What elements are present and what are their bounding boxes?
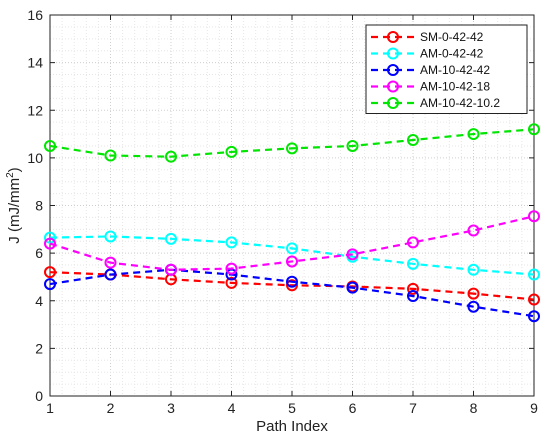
data-point-marker [225,145,238,158]
data-series [44,123,540,323]
data-point-marker [104,256,117,269]
legend-marker [387,47,399,60]
data-point-marker [407,257,419,270]
data-point-marker [528,123,540,136]
legend-marker [387,64,399,76]
y-tick-label: 4 [35,293,43,309]
legend-marker [387,80,399,93]
x-tick-label: 7 [409,400,417,416]
y-tick-label: 6 [35,245,43,261]
series-line [49,271,535,301]
legend-item: AM-0-42-42 [371,47,484,61]
series-line [49,268,535,318]
series-AM-0-42-42 [44,230,540,281]
legend-item: AM-10-42-42 [371,63,490,77]
legend-label: AM-10-42-42 [420,63,490,77]
data-point-marker [286,242,298,255]
data-point-marker [165,263,177,276]
y-axis-title-close: ) [6,167,23,172]
x-tick-label: 5 [288,400,296,416]
legend-label: AM-10-42-10.2 [420,96,500,110]
x-tick-label: 6 [349,400,357,416]
legend-label: SM-0-42-42 [420,30,484,44]
data-point-marker [346,281,359,294]
y-axis-title: J (mJ/mm2) [5,167,23,243]
data-point-marker [44,139,56,152]
series-line [49,128,535,158]
data-point-marker [286,142,298,155]
legend-marker [387,97,399,109]
data-point-marker [104,149,117,162]
data-point-marker [44,237,56,250]
data-point-marker [225,276,238,289]
data-point-marker [44,278,56,291]
legend-item: AM-10-42-10.2 [371,96,500,110]
data-point-marker [104,230,117,243]
data-point-marker [346,139,359,152]
x-tick-label: 1 [46,400,54,416]
legend-label: AM-0-42-42 [420,47,484,61]
data-point-marker [286,255,298,268]
data-point-marker [286,275,298,288]
y-tick-label: 2 [35,340,43,356]
data-point-marker [44,231,56,244]
y-tick-label: 10 [27,150,43,166]
data-point-marker [528,210,540,223]
x-tick-label: 9 [530,400,538,416]
y-axis-title-superscript: 2 [5,172,16,178]
data-point-marker [104,268,117,281]
data-point-marker [528,268,540,281]
legend-label: AM-10-42-18 [420,80,490,94]
x-tick-label: 2 [107,400,115,416]
y-tick-label: 16 [27,7,43,23]
y-axis-title-main: J (mJ/mm [6,178,23,244]
data-point-marker [225,236,238,249]
data-point-marker [407,282,419,295]
series-line [49,235,535,276]
data-point-marker [407,289,419,302]
data-point-marker [407,236,419,249]
y-tick-label: 12 [27,102,43,118]
data-point-marker [528,310,540,323]
data-point-marker [467,224,480,237]
legend: SM-0-42-42 AM-0-42-42 AM-10-42-42 AM-10-42-… [365,24,528,114]
data-point-marker [225,262,238,275]
data-point-marker [346,248,359,261]
data-point-marker [286,279,298,292]
data-point-marker [467,263,480,276]
data-point-marker [528,293,540,306]
x-axis-title: Path Index [256,418,328,435]
legend-item: AM-10-42-18 [371,80,490,94]
data-point-marker [407,134,419,147]
data-point-marker [467,300,480,313]
legend-marker [387,31,399,43]
y-tick-label: 14 [27,55,43,71]
data-point-marker [165,232,177,245]
series-line [49,215,535,271]
series-AM-10-42-18 [44,210,540,276]
data-point-marker [44,266,56,279]
series-AM-10-42-10.2 [44,123,540,163]
data-point-marker [467,128,480,141]
x-tick-label: 3 [167,400,175,416]
x-tick-label: 8 [470,400,478,416]
legend-item: SM-0-42-42 [371,30,484,44]
x-tick-label: 4 [228,400,236,416]
data-point-marker [165,150,177,163]
y-tick-label: 0 [35,388,43,404]
y-tick-label: 8 [35,198,43,214]
data-point-marker [467,287,480,300]
